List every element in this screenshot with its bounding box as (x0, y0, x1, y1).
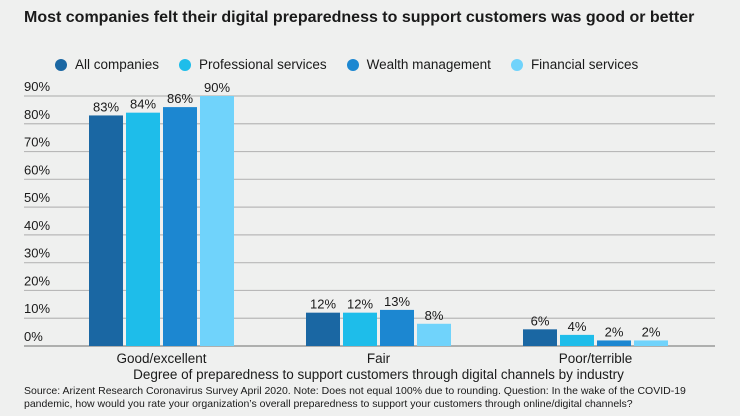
bar (634, 340, 668, 346)
bar (380, 309, 414, 346)
y-tick-label: 80% (24, 107, 50, 122)
data-label: 12% (310, 297, 336, 312)
data-label: 86% (167, 91, 193, 106)
x-tick-label: Poor/terrible (559, 351, 633, 366)
data-label: 83% (93, 99, 119, 114)
y-tick-label: 0% (24, 329, 43, 344)
data-label: 6% (531, 313, 550, 328)
legend-swatch (55, 58, 67, 71)
y-tick-label: 50% (24, 190, 50, 205)
x-tick-label: Good/excellent (116, 351, 206, 366)
y-tick-label: 60% (24, 162, 50, 177)
bar (126, 112, 160, 347)
bar (306, 312, 340, 346)
legend-item-all-companies: All companies (55, 57, 159, 72)
y-tick-label: 10% (24, 301, 50, 316)
bar (417, 323, 451, 346)
data-label: 90% (204, 80, 230, 95)
data-label: 4% (568, 319, 587, 334)
bar (597, 340, 631, 346)
x-tick-label: Fair (367, 351, 391, 366)
data-label: 2% (605, 324, 624, 339)
legend-label: Wealth management (366, 57, 491, 72)
legend-swatch (179, 58, 192, 71)
bar (89, 115, 123, 346)
data-label: 2% (642, 324, 661, 339)
x-axis-label: Degree of preparedness to support custom… (133, 367, 624, 382)
y-tick-label: 30% (24, 246, 50, 261)
legend-label: Professional services (199, 57, 327, 72)
data-label: 8% (425, 308, 444, 323)
data-label: 12% (347, 297, 373, 312)
bar (560, 334, 594, 346)
legend-label: All companies (75, 57, 160, 72)
bar (523, 329, 557, 346)
bar (163, 107, 197, 346)
legend-item-professional-services: Professional services (179, 57, 327, 72)
bar (343, 312, 377, 346)
legend: All companies Professional services Weal… (55, 57, 638, 72)
source-note: Source: Arizent Research Coronavirus Sur… (24, 385, 686, 410)
legend-item-financial-services: Financial services (510, 57, 639, 72)
y-tick-label: 90% (24, 79, 50, 94)
y-tick-label: 40% (24, 218, 50, 233)
legend-label: Financial services (530, 57, 639, 72)
data-label: 13% (384, 294, 410, 309)
y-tick-label: 20% (24, 273, 50, 288)
legend-item-wealth-management: Wealth management (346, 57, 491, 72)
y-tick-label: 70% (24, 135, 50, 150)
legend-swatch (346, 58, 359, 71)
chart-title: Most companies felt their digital prepar… (24, 9, 695, 26)
data-label: 84% (130, 97, 156, 112)
legend-swatch (510, 58, 523, 71)
bar (200, 96, 234, 346)
